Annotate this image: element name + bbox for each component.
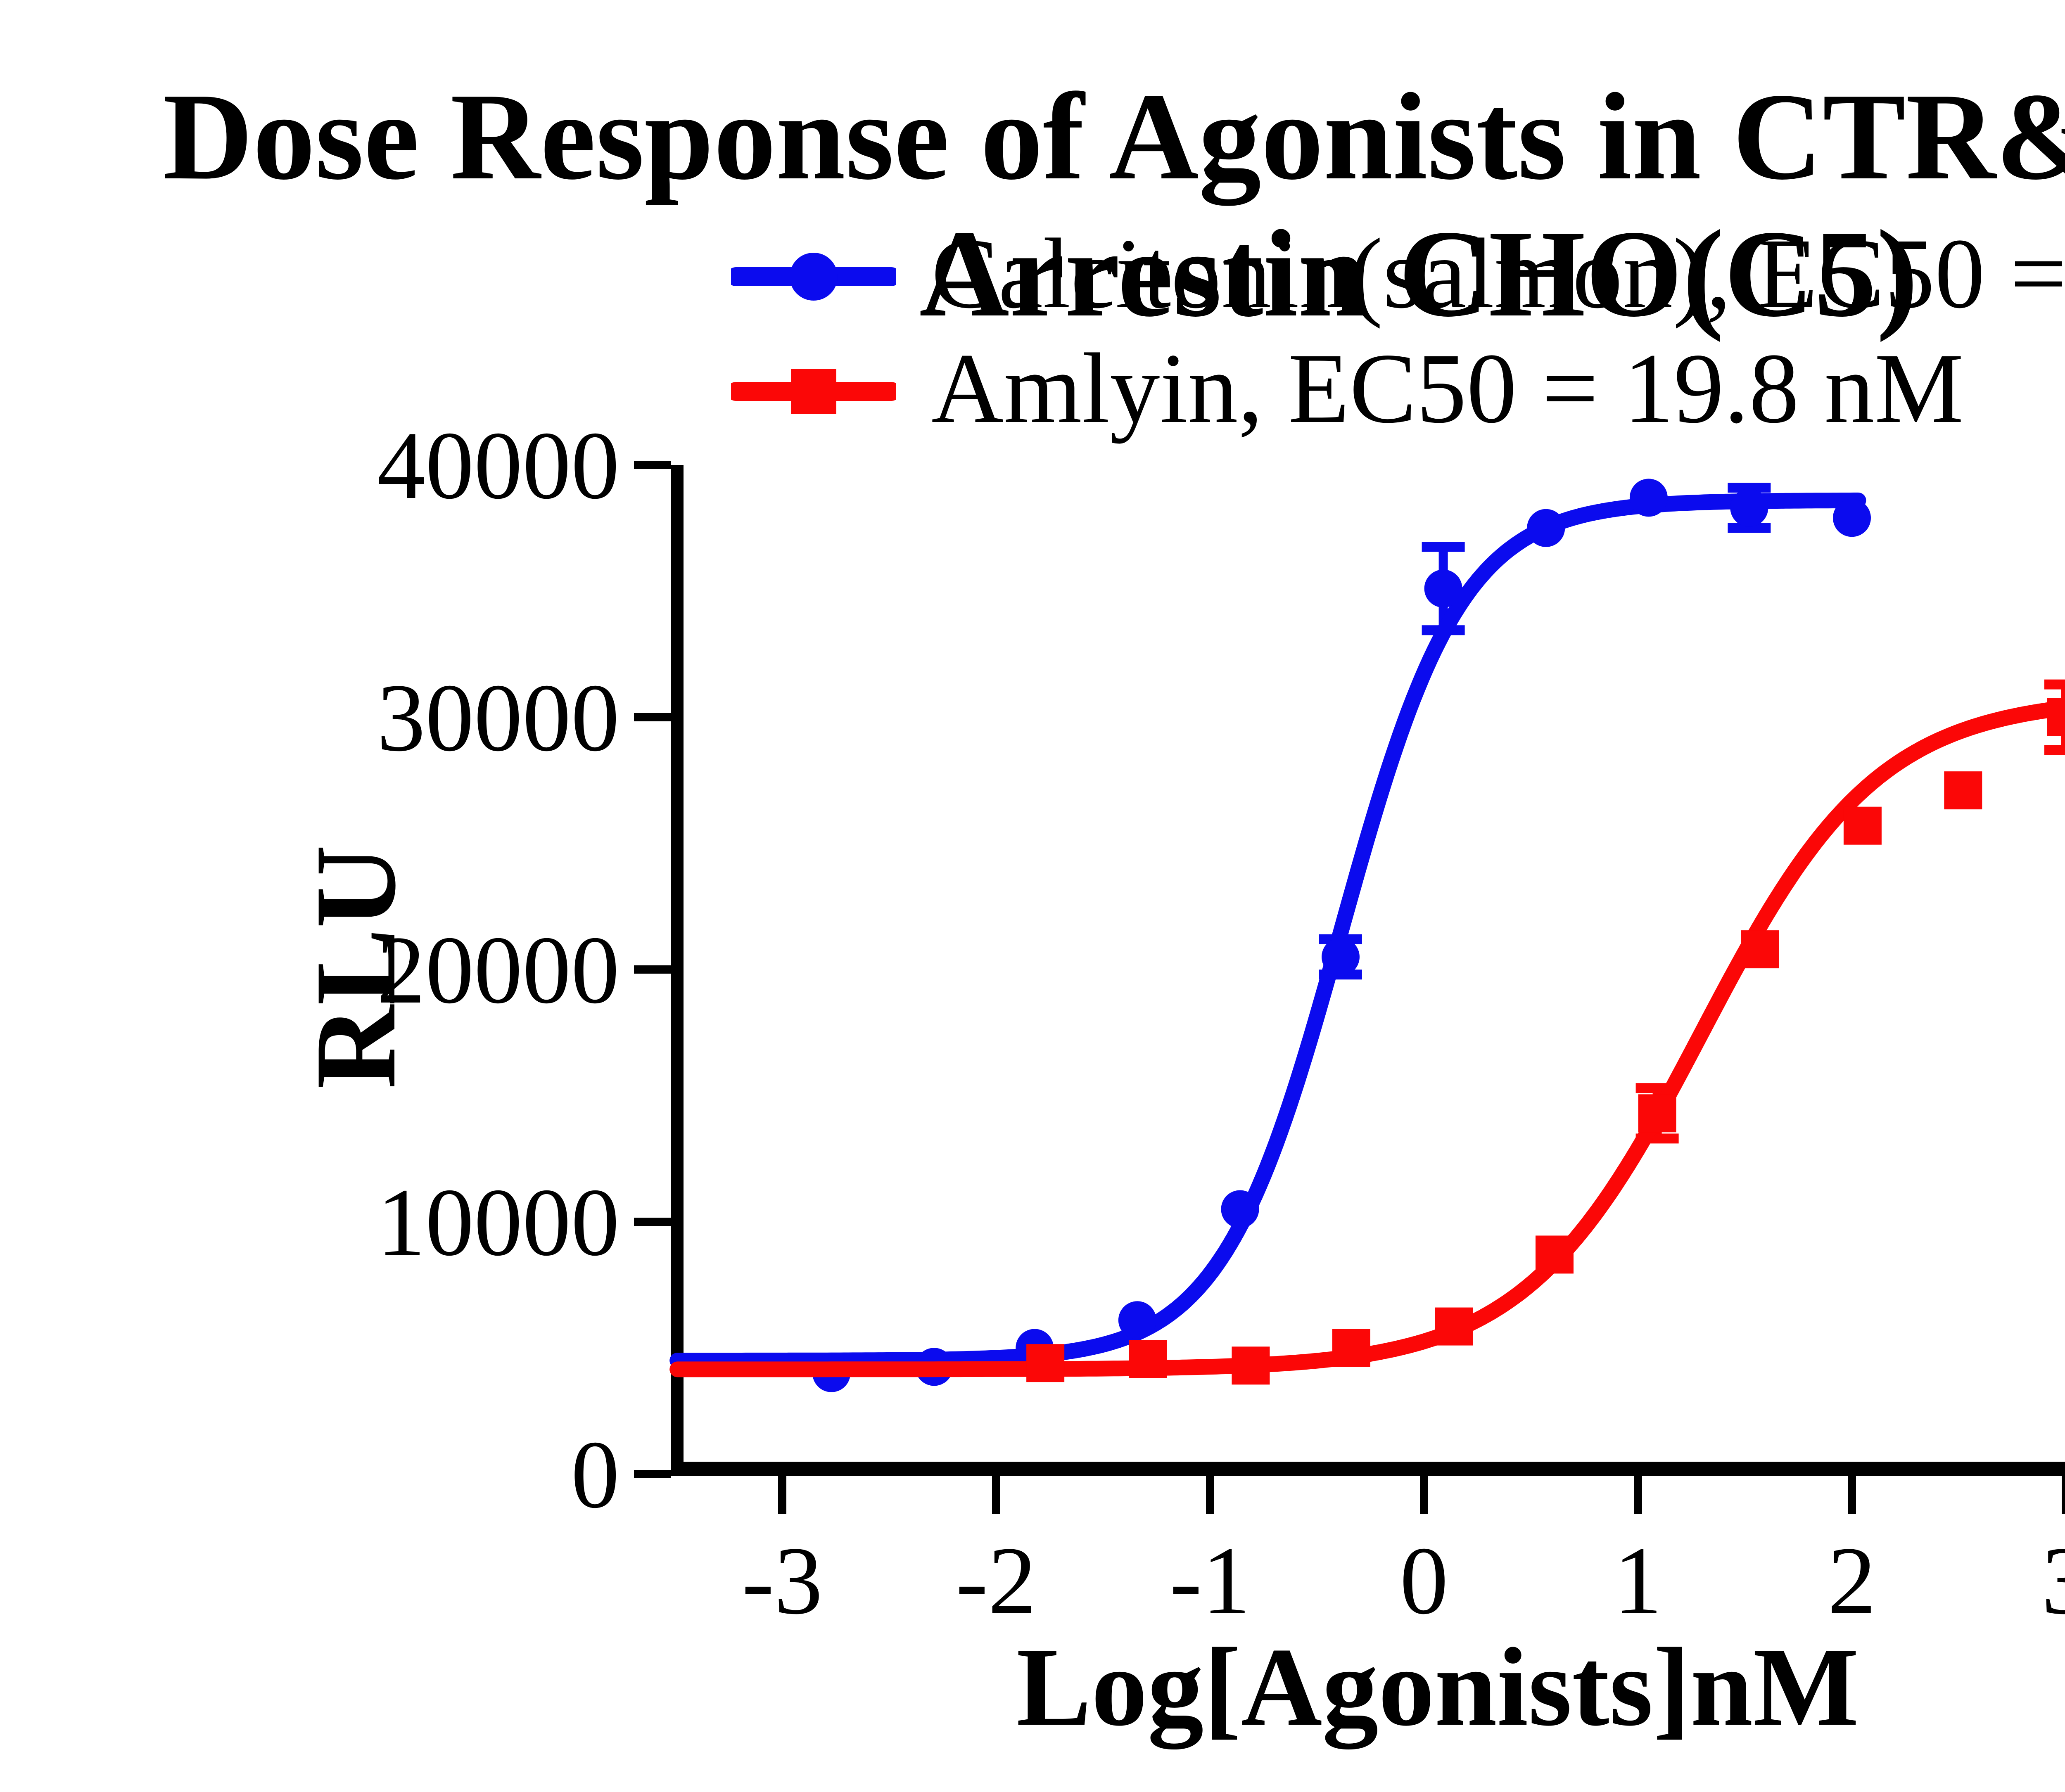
Calcitonin(salmon)-data-point bbox=[1629, 479, 1668, 517]
legend: Calcitonin(salmon), EC50 = 0.41 nM Amlyi… bbox=[731, 217, 2065, 444]
Amlyin-data-point bbox=[1741, 930, 1779, 969]
y-tick-label: 0 bbox=[571, 1421, 620, 1528]
legend-marker-square-icon bbox=[731, 369, 896, 414]
y-tick-label: 40000 bbox=[377, 412, 620, 519]
x-tick-label: 1 bbox=[1614, 1527, 1662, 1634]
Calcitonin(salmon)-data-point bbox=[1424, 569, 1462, 608]
x-tick-label: -2 bbox=[956, 1527, 1037, 1634]
chart-title: Dose Response of Agonists in CTR&RAMP1 β… bbox=[163, 68, 2065, 343]
Amlyin-data-point bbox=[1535, 1235, 1574, 1274]
Calcitonin(salmon)-fit-curve bbox=[669, 492, 1866, 1368]
Amlyin-data-point bbox=[1944, 771, 1982, 810]
Calcitonin(salmon)-data-point bbox=[1321, 938, 1360, 976]
y-tick-label: 20000 bbox=[377, 916, 620, 1024]
Amlyin-data-point bbox=[1843, 806, 1882, 845]
x-tick-label: 0 bbox=[1400, 1527, 1448, 1634]
Calcitonin(salmon)-data-point bbox=[1833, 499, 1871, 537]
legend-label-calcitonin: Calcitonin(salmon), EC50 = 0.41 nM bbox=[931, 217, 2065, 329]
x-tick-label: -3 bbox=[742, 1527, 823, 1634]
y-tick-label: 10000 bbox=[377, 1169, 620, 1276]
Amlyin-data-point bbox=[1435, 1307, 1473, 1346]
Amlyin-fit-curve bbox=[669, 700, 2065, 1377]
y-axis-title: RLU bbox=[291, 845, 420, 1089]
x-tick-label: -1 bbox=[1170, 1527, 1251, 1634]
x-tick-label: 2 bbox=[1828, 1527, 1876, 1634]
Calcitonin(salmon)-data-point bbox=[1527, 509, 1565, 547]
Amlyin-data-point bbox=[1332, 1329, 1370, 1367]
x-tick-label: 3 bbox=[2041, 1527, 2065, 1634]
Calcitonin(salmon)-data-point bbox=[1118, 1301, 1156, 1339]
Amlyin-data-point bbox=[1638, 1094, 1676, 1133]
Amlyin-data-point bbox=[1129, 1340, 1167, 1378]
Amlyin-data-point bbox=[1026, 1344, 1065, 1382]
Calcitonin(salmon)-data-point bbox=[1730, 488, 1768, 527]
x-axis-title: Log[Agonists]nM bbox=[1016, 1625, 1859, 1751]
y-tick-label: 30000 bbox=[377, 664, 620, 771]
legend-item-amlyin: Amlyin, EC50 = 19.8 nM bbox=[731, 332, 2065, 444]
legend-label-amlyin: Amlyin, EC50 = 19.8 nM bbox=[931, 332, 1964, 444]
Amlyin-data-point bbox=[2047, 698, 2065, 736]
Calcitonin(salmon)-data-point bbox=[1221, 1190, 1259, 1228]
legend-marker-circle-icon bbox=[731, 253, 896, 301]
Amlyin-data-point bbox=[1232, 1346, 1270, 1385]
legend-item-calcitonin: Calcitonin(salmon), EC50 = 0.41 nM bbox=[731, 217, 2065, 329]
